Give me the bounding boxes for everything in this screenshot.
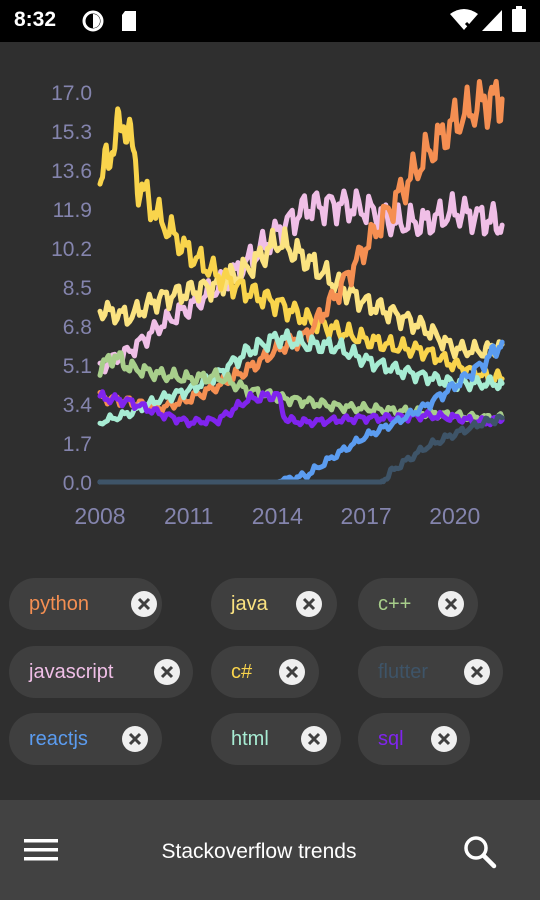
- bottom-app-bar: Stackoverflow trends: [0, 800, 540, 900]
- chip-java[interactable]: java: [211, 578, 337, 630]
- close-icon[interactable]: [131, 591, 157, 617]
- y-tick-label: 3.4: [63, 394, 93, 417]
- trends-chart: 0.0 1.7 3.4 5.1 6.8 8.5 10.2 11.9 13.6 15.3 17.0 2…: [0, 42, 540, 542]
- series-line-reactjs: [97, 339, 505, 485]
- y-tick-label: 17.0: [51, 82, 92, 105]
- x-tick-label: 2014: [252, 503, 303, 529]
- chip-label: java: [231, 593, 268, 615]
- close-icon[interactable]: [301, 726, 327, 752]
- series-line-html: [97, 328, 505, 427]
- y-tick-label: 6.8: [63, 316, 92, 339]
- status-bar: 8:32: [0, 0, 540, 42]
- y-tick-label: 11.9: [53, 199, 92, 222]
- chip-label: c#: [231, 661, 253, 683]
- series-line-javascript: [97, 188, 505, 375]
- signal-icon: [481, 8, 503, 37]
- chip-label: sql: [378, 728, 404, 750]
- series-line-flutter: [97, 413, 505, 485]
- y-tick-label: 8.5: [63, 277, 92, 300]
- status-time: 8:32: [14, 8, 57, 31]
- chip-label: html: [231, 728, 269, 750]
- chip-flutter[interactable]: flutter: [358, 646, 503, 698]
- battery-icon: [512, 6, 526, 37]
- chip-javascript[interactable]: javascript: [9, 646, 193, 698]
- series-line-java: [97, 226, 505, 360]
- close-icon[interactable]: [431, 726, 457, 752]
- close-icon[interactable]: [122, 726, 148, 752]
- close-icon[interactable]: [154, 659, 180, 685]
- chip-html[interactable]: html: [211, 713, 341, 765]
- x-tick-labels: 2008 2011 2014 2017 2020: [74, 503, 480, 529]
- chip-cpp[interactable]: c++: [358, 578, 478, 630]
- close-icon[interactable]: [279, 659, 305, 685]
- chip-csharp[interactable]: c#: [211, 646, 319, 698]
- hamburger-menu-icon[interactable]: [22, 834, 60, 866]
- y-tick-label: 10.2: [51, 238, 92, 261]
- chip-sql[interactable]: sql: [358, 713, 470, 765]
- x-tick-label: 2008: [74, 503, 125, 529]
- x-tick-label: 2020: [429, 503, 480, 529]
- app-circle-icon: [82, 10, 104, 37]
- y-tick-label: 0.0: [63, 472, 92, 495]
- chip-label: c++: [378, 593, 412, 615]
- sd-card-icon: [120, 10, 138, 37]
- series-layer: [97, 78, 505, 485]
- close-icon[interactable]: [464, 659, 490, 685]
- chip-python[interactable]: python: [9, 578, 162, 630]
- y-tick-label: 1.7: [63, 433, 92, 456]
- app-title: Stackoverflow trends: [161, 840, 357, 863]
- series-line-c: [97, 106, 505, 385]
- wifi-icon: [449, 8, 479, 37]
- x-tick-label: 2011: [164, 503, 213, 529]
- series-line-sql: [97, 389, 505, 429]
- y-tick-label: 13.6: [51, 160, 92, 183]
- chip-reactjs[interactable]: reactjs: [9, 713, 162, 765]
- close-icon[interactable]: [438, 591, 464, 617]
- trends-chart-svg: 0.0 1.7 3.4 5.1 6.8 8.5 10.2 11.9 13.6 15.3 17.0 2…: [51, 78, 505, 529]
- x-tick-label: 2017: [341, 503, 392, 529]
- chip-label: javascript: [29, 661, 114, 683]
- search-icon[interactable]: [460, 832, 500, 872]
- chip-label: python: [29, 593, 90, 615]
- y-tick-label: 5.1: [63, 355, 92, 378]
- y-tick-label: 15.3: [51, 121, 92, 144]
- chip-label: flutter: [378, 661, 429, 683]
- y-tick-labels: 0.0 1.7 3.4 5.1 6.8 8.5 10.2 11.9 13.6 15.3 17.0: [51, 82, 92, 495]
- chip-label: reactjs: [29, 728, 88, 750]
- close-icon[interactable]: [296, 591, 322, 617]
